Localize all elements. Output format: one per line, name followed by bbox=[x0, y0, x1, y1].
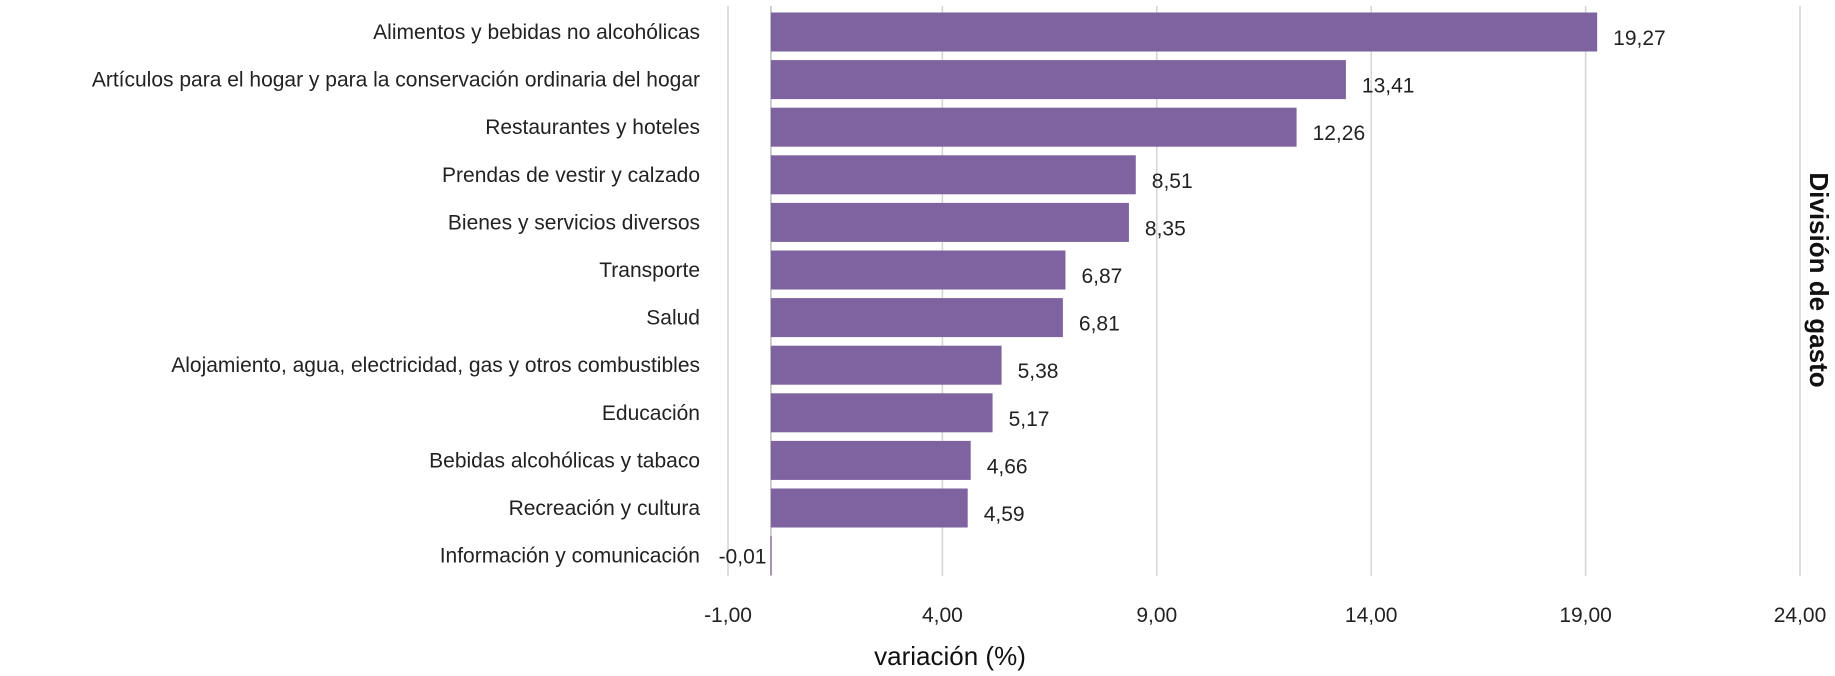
category-label: Bienes y servicios diversos bbox=[448, 211, 700, 234]
category-label: Alojamiento, agua, electricidad, gas y o… bbox=[171, 354, 700, 377]
value-label: 6,81 bbox=[1079, 313, 1120, 336]
value-labels: 19,27 13,41 12,26 8,51 8,35 6,87 6,81 5,38 5,17 4… bbox=[719, 27, 1666, 569]
x-tick-label: 19,00 bbox=[1559, 604, 1612, 627]
bar bbox=[770, 107, 1297, 147]
category-label: Salud bbox=[646, 307, 700, 330]
category-label: Restaurantes y hoteles bbox=[485, 116, 700, 139]
category-labels: Alimentos y bebidas no alcohólicas Artícu… bbox=[92, 21, 701, 568]
bar bbox=[770, 12, 1598, 52]
x-axis-title: variación (%) bbox=[874, 641, 1026, 671]
value-label: -0,01 bbox=[719, 546, 767, 569]
value-label: 4,59 bbox=[984, 503, 1025, 526]
bar bbox=[770, 536, 772, 576]
value-label: 5,17 bbox=[1009, 408, 1050, 431]
value-label: 19,27 bbox=[1613, 27, 1666, 50]
bar bbox=[770, 155, 1136, 195]
category-label: Información y comunicación bbox=[440, 545, 700, 568]
category-label: Transporte bbox=[599, 259, 700, 282]
x-tick-label: 24,00 bbox=[1774, 604, 1827, 627]
bar bbox=[770, 202, 1129, 242]
bar bbox=[770, 250, 1066, 290]
category-label: Recreación y cultura bbox=[509, 497, 701, 520]
x-axis-ticks: -1,00 4,00 9,00 14,00 19,00 24,00 bbox=[704, 604, 1826, 627]
bar bbox=[770, 345, 1002, 385]
bar bbox=[770, 298, 1063, 338]
gridlines bbox=[727, 6, 1801, 576]
value-label: 12,26 bbox=[1313, 122, 1366, 145]
value-label: 8,51 bbox=[1152, 170, 1193, 193]
y-axis-title: División de gasto bbox=[1804, 172, 1834, 387]
value-label: 4,66 bbox=[987, 455, 1028, 478]
value-label: 6,87 bbox=[1081, 265, 1122, 288]
x-tick-label: 4,00 bbox=[922, 604, 963, 627]
bar bbox=[770, 393, 993, 433]
value-label: 8,35 bbox=[1145, 217, 1186, 240]
category-label: Prendas de vestir y calzado bbox=[442, 164, 700, 187]
bar bbox=[770, 488, 968, 528]
x-tick-label: -1,00 bbox=[704, 604, 752, 627]
bar bbox=[770, 60, 1346, 100]
x-tick-label: 14,00 bbox=[1345, 604, 1398, 627]
value-label: 5,38 bbox=[1018, 360, 1059, 383]
category-label: Bebidas alcohólicas y tabaco bbox=[429, 449, 700, 472]
category-label: Educación bbox=[602, 402, 700, 425]
bar bbox=[770, 440, 971, 480]
category-label: Alimentos y bebidas no alcohólicas bbox=[373, 21, 700, 44]
category-label: Artículos para el hogar y para la conser… bbox=[92, 69, 700, 92]
bars bbox=[770, 12, 1598, 576]
value-label: 13,41 bbox=[1362, 75, 1415, 98]
x-tick-label: 9,00 bbox=[1136, 604, 1177, 627]
